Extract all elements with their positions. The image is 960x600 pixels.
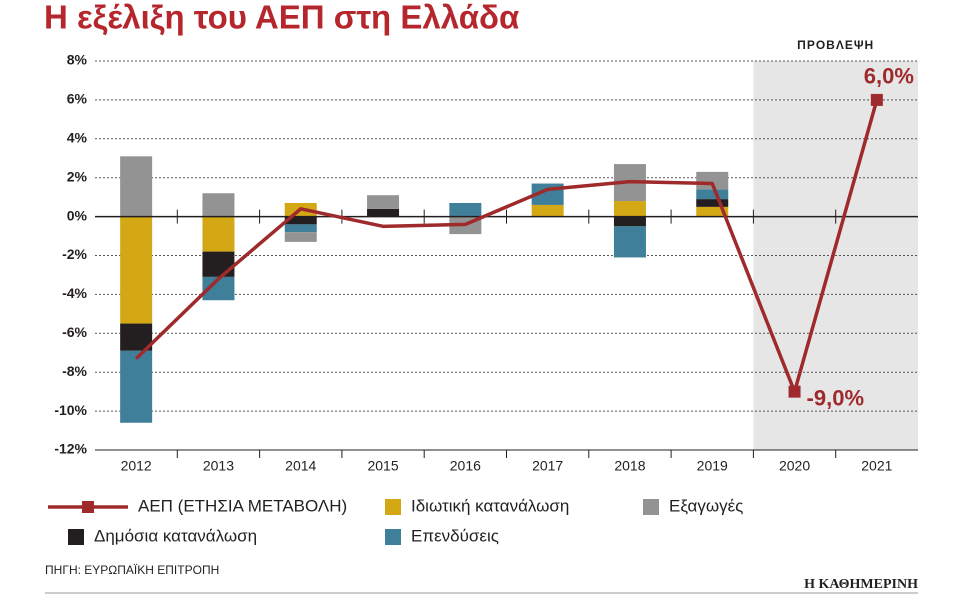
bar-segment bbox=[202, 251, 235, 277]
bar-segment bbox=[613, 201, 646, 217]
x-tick-label: 2020 bbox=[779, 458, 810, 474]
legend-label: ΑΕΠ (ΕΤΗΣΙΑ ΜΕΤΑΒΟΛΗ) bbox=[138, 496, 347, 515]
y-tick-label: -8% bbox=[62, 363, 87, 379]
bar-segment bbox=[202, 193, 235, 217]
line-marker bbox=[870, 93, 883, 106]
y-tick-label: -2% bbox=[62, 246, 87, 262]
bar-segment bbox=[202, 276, 235, 301]
bar-segment bbox=[120, 216, 153, 324]
y-tick-label: -4% bbox=[62, 285, 87, 301]
legend-swatch bbox=[643, 499, 659, 515]
bar-segment bbox=[613, 226, 646, 258]
x-tick-label: 2021 bbox=[861, 458, 892, 474]
x-tick-label: 2018 bbox=[614, 458, 645, 474]
legend-label: Επενδύσεις bbox=[411, 526, 499, 545]
line-series bbox=[134, 99, 879, 394]
bar-segment bbox=[696, 206, 729, 217]
y-tick-label: 2% bbox=[67, 168, 88, 184]
bar-segment bbox=[531, 204, 564, 217]
bar-segment bbox=[202, 216, 235, 252]
legend-label: Ιδιωτική κατανάλωση bbox=[411, 496, 569, 515]
legend-swatch bbox=[68, 529, 84, 545]
x-tick-label: 2017 bbox=[532, 458, 563, 474]
bar-segment bbox=[613, 216, 646, 227]
legend-swatch bbox=[385, 529, 401, 545]
bar-segment bbox=[696, 199, 729, 207]
legend-marker bbox=[82, 501, 94, 513]
y-tick-label: -12% bbox=[54, 441, 87, 457]
y-tick-label: -6% bbox=[62, 324, 87, 340]
source: ΠΗΓΗ: ΕΥΡΩΠΑΪΚΗ ΕΠΙΤΡΟΠΗ bbox=[45, 563, 219, 577]
y-tick-label: 8% bbox=[67, 52, 88, 68]
x-tick-label: 2016 bbox=[450, 458, 481, 474]
legend-swatch bbox=[385, 499, 401, 515]
bar-segment bbox=[284, 224, 317, 233]
legend-label: Δημόσια κατανάλωση bbox=[94, 526, 257, 545]
bar-segment bbox=[696, 189, 729, 200]
value-label: -9,0% bbox=[807, 385, 864, 410]
x-tick-label: 2014 bbox=[285, 458, 316, 474]
value-label: 6,0% bbox=[864, 64, 914, 89]
forecast-label: ΠΡΟΒΛΕΨΗ bbox=[797, 38, 874, 52]
y-tick-label: 6% bbox=[67, 91, 88, 107]
chart-title: Η εξέλιξη του ΑΕΠ στη Ελλάδα bbox=[44, 0, 519, 36]
bar-segment bbox=[120, 156, 153, 217]
y-tick-label: 4% bbox=[67, 130, 88, 146]
bar-segment bbox=[367, 208, 400, 217]
line-marker bbox=[788, 385, 801, 398]
legend-label: Εξαγωγές bbox=[669, 496, 743, 515]
brand: Η ΚΑΘΗΜΕΡΙΝΗ bbox=[804, 577, 918, 592]
x-tick-label: 2013 bbox=[203, 458, 234, 474]
y-tick-label: 0% bbox=[67, 207, 88, 223]
bar-segment bbox=[367, 195, 400, 209]
y-tick-label: -10% bbox=[54, 402, 87, 418]
x-tick-label: 2012 bbox=[121, 458, 152, 474]
bar-segment bbox=[120, 350, 153, 423]
x-tick-label: 2015 bbox=[367, 458, 398, 474]
bar-segment bbox=[284, 216, 317, 225]
x-tick-label: 2019 bbox=[697, 458, 728, 474]
bar-segment bbox=[284, 232, 317, 242]
bar-segment bbox=[449, 202, 482, 217]
